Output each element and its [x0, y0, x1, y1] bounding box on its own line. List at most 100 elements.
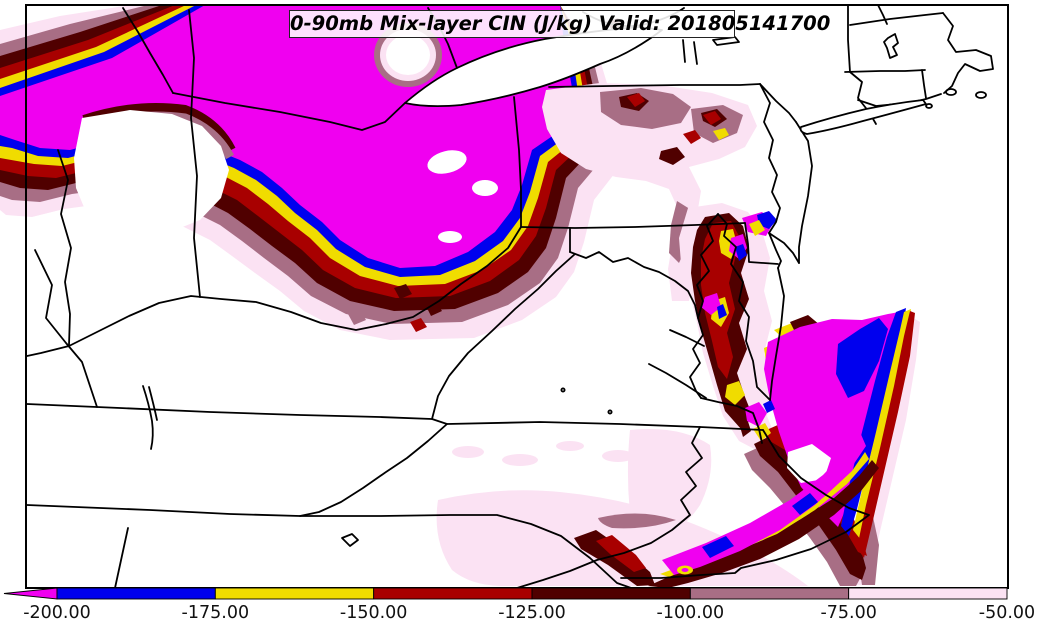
colorbar-tick-label: -75.00 — [820, 603, 876, 623]
nc-tn-border — [299, 423, 448, 517]
atl-palepink-inland — [627, 429, 712, 542]
ches-blue — [735, 244, 747, 261]
nc-mainland-coast — [516, 426, 703, 589]
state-boundaries — [26, 4, 994, 591]
ma-south-border — [844, 69, 926, 73]
lake-erie — [404, 26, 663, 108]
colorbar-tick-label: -100.00 — [657, 603, 725, 623]
white-patch — [472, 180, 498, 196]
banks-blue — [702, 536, 734, 558]
small-lake-dot — [560, 387, 566, 393]
colorbar-tick-label: -150.00 — [340, 603, 408, 623]
colorbar-tick-label: -125.00 — [498, 603, 566, 623]
ma-coast-cape-cod — [942, 12, 994, 94]
atl-white-notch — [787, 444, 831, 483]
banks-blue — [792, 493, 818, 515]
tn-sc-border — [26, 504, 638, 591]
speckle-maroon — [394, 284, 412, 299]
marthas-vineyard — [945, 88, 957, 96]
nc-maroon-streak — [574, 530, 655, 586]
sva-pink-speck — [649, 438, 675, 448]
pa-firebrick-spot — [683, 130, 701, 144]
pa-maroon-spot — [659, 147, 685, 165]
mason-dixon-line — [520, 222, 746, 229]
sva-pink-speck — [452, 446, 484, 458]
banks-magenta-eye — [681, 568, 689, 572]
map-title: 0-90mb Mix-layer CIN (J/kg) Valid: 20180… — [289, 10, 830, 38]
colorbar: -200.00 -175.00 -150.00 -125.00 -100.00 -75.0… — [3, 587, 1035, 623]
pa-west-border — [513, 96, 522, 228]
md-de-border — [744, 222, 779, 265]
finger-lake — [682, 39, 686, 63]
kentucky-lake — [142, 385, 158, 450]
michigan-shore — [122, 7, 174, 94]
vb-blue — [763, 400, 775, 413]
delaware-river — [759, 83, 781, 234]
colorbar-segment — [689, 587, 850, 600]
colorbar-underflow-arrow — [3, 587, 58, 600]
colorbar-segment — [214, 587, 375, 600]
fringe-maroon — [82, 102, 236, 153]
atl-rosy-streak — [598, 513, 676, 529]
nj-coast — [795, 121, 813, 264]
vt-nh-border — [877, 4, 888, 25]
indiana-ohio-border — [188, 9, 201, 298]
al-ga-border — [114, 527, 129, 589]
small-lake-dot — [607, 409, 613, 415]
atl-blue-blob — [836, 318, 888, 398]
outer-banks-coast — [620, 429, 870, 579]
ny-nj-border — [759, 83, 797, 123]
atl-firebrick-ring — [762, 424, 867, 556]
ches-blue — [757, 211, 777, 229]
nantucket — [975, 91, 987, 99]
ches-yellow-head — [749, 220, 765, 236]
james-river — [648, 363, 707, 399]
colorbar-tick-label: -200.00 — [23, 603, 91, 623]
finger-lake — [693, 41, 698, 65]
block-island — [925, 103, 933, 109]
chesapeake-east-shore — [717, 213, 771, 401]
banks-magenta — [662, 432, 866, 575]
ohio-river — [26, 226, 522, 357]
rappahannock-river — [669, 329, 705, 347]
delaware-bay — [768, 232, 800, 269]
pa-firebrick-spot — [627, 93, 645, 107]
pennsylvania-cin-band — [542, 18, 757, 301]
ny-east-border — [847, 4, 851, 73]
sva-pink-speck — [556, 441, 584, 451]
colorbar-tick-label: -175.00 — [182, 603, 250, 623]
hole-white — [386, 35, 430, 75]
potomac-river — [569, 251, 699, 319]
atl-firebrick-stripe — [857, 311, 915, 558]
atlantic-cin-region — [436, 308, 920, 586]
white-patch — [438, 231, 462, 243]
ky-river-line — [34, 249, 98, 408]
white-patch — [427, 150, 467, 174]
ma-north-border — [849, 12, 944, 26]
ct-ri-border — [921, 69, 927, 99]
speckle-firebrick — [410, 318, 427, 332]
delmarva-atlantic-coast — [769, 267, 785, 401]
colorbar-segment — [56, 587, 216, 600]
tn-small-lake — [341, 533, 359, 547]
colorbar-segment — [531, 587, 691, 600]
ches-yellow — [725, 381, 745, 405]
ny-pa-border — [548, 83, 761, 88]
colorbar-segment — [373, 587, 533, 600]
white-wedge — [74, 110, 229, 236]
hampton-roads-coast — [700, 397, 763, 444]
vb-magenta — [745, 402, 767, 427]
ky-tn-va-nc-border — [26, 403, 764, 431]
vb-maroon — [737, 412, 751, 437]
ches-magenta — [701, 293, 721, 315]
speckle-rosybrown — [348, 310, 366, 325]
wv-va-border — [431, 253, 576, 420]
sva-pink-speck — [602, 450, 634, 462]
colorbar-tick-label: -50.00 — [979, 603, 1035, 623]
pa-firebrick-spot — [703, 111, 721, 125]
in-ky-river-line — [57, 149, 72, 346]
oneida-lake — [712, 36, 740, 46]
lake-winnipesaukee — [883, 33, 899, 59]
